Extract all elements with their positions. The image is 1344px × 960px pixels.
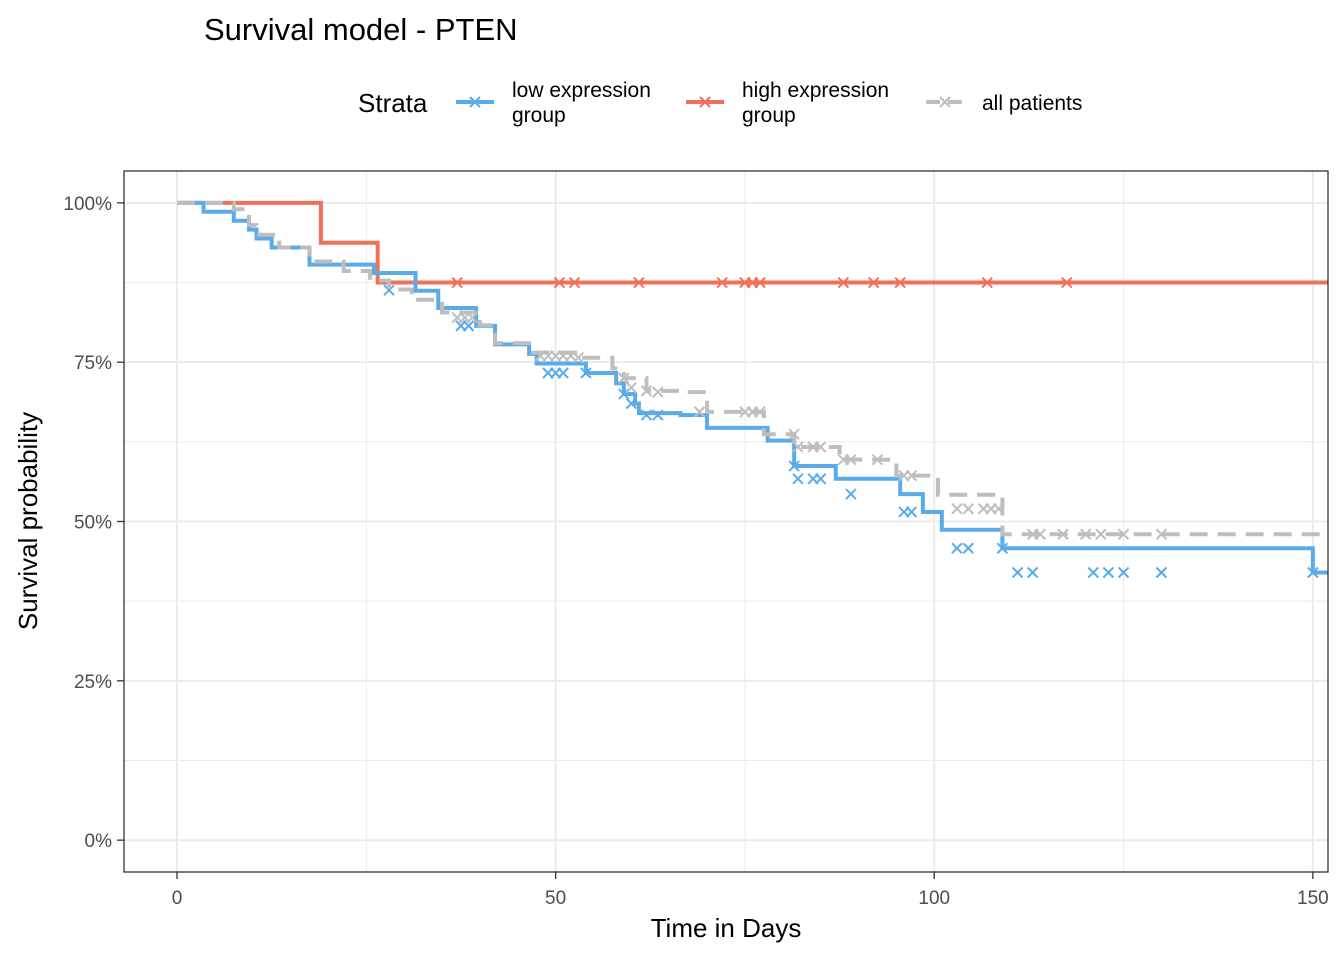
censor-mark-all-patients [1155,528,1168,540]
censor-mark-low-expression-group [462,320,475,332]
censor-mark-low-expression-group [814,473,827,485]
censor-mark-low-expression-group [788,460,800,472]
censor-mark-high-expression-group [633,276,645,289]
censor-mark-low-expression-group [962,542,975,554]
censor-mark-all-patients [1034,528,1046,540]
censor-mark-all-patients [845,453,857,466]
y-axis-title: Survival probability [13,412,43,630]
censor-mark-all-patients [871,453,884,466]
y-tick-label: 100% [63,194,112,215]
censor-mark-all-patients [905,469,918,482]
censor-mark-all-patients [814,441,827,453]
censor-mark-all-patients [1117,528,1130,540]
censor-mark-all-patients [1079,528,1092,540]
series-line-all-patients [177,200,1328,537]
censor-mark-all-patients [788,428,800,440]
censor-mark-all-patients [1057,528,1069,540]
censor-mark-high-expression-group [867,276,880,289]
censor-mark-high-expression-group [981,276,993,289]
y-tick-label: 75% [74,353,112,374]
legend-title: Strata [358,88,428,118]
censor-mark-low-expression-group [996,542,1009,554]
censor-mark-low-expression-group [905,506,918,518]
censor-mark-high-expression-group [754,276,766,289]
censor-mark-low-expression-group [1102,566,1115,579]
censor-mark-all-patients [754,406,766,418]
x-tick-label: 50 [545,888,566,909]
censor-mark-high-expression-group [568,276,581,289]
censor-mark-high-expression-group [451,276,463,289]
legend-key-marker [699,96,711,108]
censor-mark-all-patients [693,406,706,418]
x-tick-label: 0 [172,888,183,909]
legend-key-low-expression [456,96,494,108]
x-axis-title: Time in Days [651,913,802,943]
censor-mark-low-expression-group [557,367,569,379]
legend-label-all-patients: all patients [982,92,1082,115]
censor-mark-low-expression-group [1011,566,1024,579]
x-tick-label: 100 [918,888,950,909]
censor-mark-all-patients [1095,528,1107,540]
x-tick-label: 150 [1297,888,1329,909]
censor-mark-low-expression-group [1117,566,1130,579]
grid [124,171,1328,872]
series-layer [177,200,1328,579]
censor-mark-low-expression-group [1155,566,1168,579]
legend-key-marker [469,96,481,108]
series-line-low-expression-group [177,200,1328,575]
censor-mark-low-expression-group [792,473,804,485]
censor-mark-all-patients [466,311,479,324]
y-tick-label: 0% [85,831,113,852]
legend-key-all-patients [926,96,964,108]
censor-mark-low-expression-group [580,367,592,379]
censor-mark-low-expression-group [383,284,395,296]
censor-mark-high-expression-group [837,276,850,289]
censor-mark-all-patients [572,352,585,364]
censor-mark-low-expression-group [640,409,653,421]
censor-mark-all-patients [992,503,1005,515]
censor-mark-low-expression-group [625,397,638,410]
censor-mark-low-expression-group [845,488,857,500]
censor-mark-all-patients [652,386,664,398]
censor-mark-low-expression-group [652,409,664,421]
y-tick-label: 25% [74,672,112,693]
censor-mark-all-patients [792,441,804,453]
censor-mark-low-expression-group [1026,566,1039,579]
legend-label-high-expression: high expression group [742,79,889,127]
censor-mark-low-expression-group [951,542,963,554]
legend-key-marker [939,96,951,108]
legend-key-high-expression [686,96,724,108]
censor-mark-low-expression-group [1307,566,1319,579]
censor-mark-all-patients [962,503,975,515]
chart-title: Survival model - PTEN [204,12,518,47]
censor-mark-low-expression-group [1087,566,1099,579]
censor-mark-all-patients [951,503,963,515]
censor-mark-high-expression-group [716,276,728,289]
censor-mark-all-patients [625,381,638,394]
censor-mark-high-expression-group [1061,276,1073,289]
censor-mark-high-expression-group [553,276,566,289]
plot-area [123,170,1329,873]
y-axis: 0% 25% 50% 75% 100% [63,194,124,852]
censor-mark-all-patients [640,385,653,397]
censor-mark-high-expression-group [894,276,906,289]
x-axis: 0 50 100 150 [172,872,1329,909]
legend-label-low-expression: low expression group [512,79,651,127]
y-tick-label: 50% [74,513,112,534]
censor-mark-all-patients [618,372,630,384]
legend: Strata low expression group high expressi… [358,79,1082,127]
